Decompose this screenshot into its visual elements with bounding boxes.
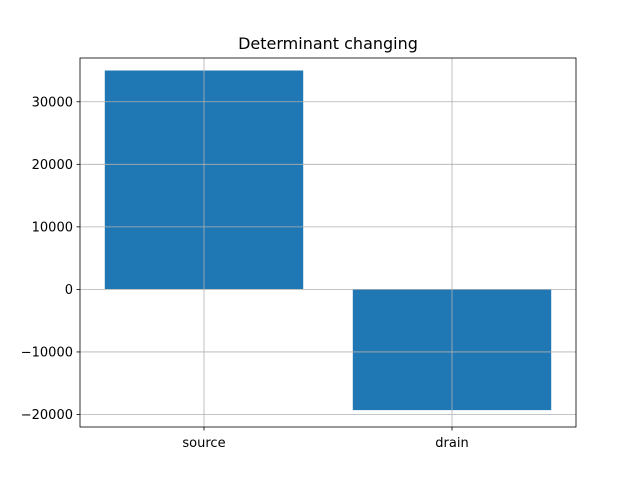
- y-tick-label: 20000: [32, 158, 73, 173]
- y-tick-label: 0: [65, 283, 73, 298]
- x-tick-label-source: source: [182, 436, 225, 451]
- x-grid-layer: [80, 58, 576, 427]
- axis-layer: −20000 −10000 0 10000 20000 30000 source drain: [21, 95, 469, 451]
- y-tick-label: 10000: [32, 220, 73, 235]
- x-tick-label-drain: drain: [435, 436, 468, 451]
- chart-title: Determinant changing: [238, 34, 418, 53]
- plot-area-frame: [79, 57, 577, 428]
- y-tick-label: −10000: [21, 345, 73, 360]
- y-tick-label: 30000: [32, 95, 73, 110]
- y-tick-label: −20000: [21, 408, 73, 423]
